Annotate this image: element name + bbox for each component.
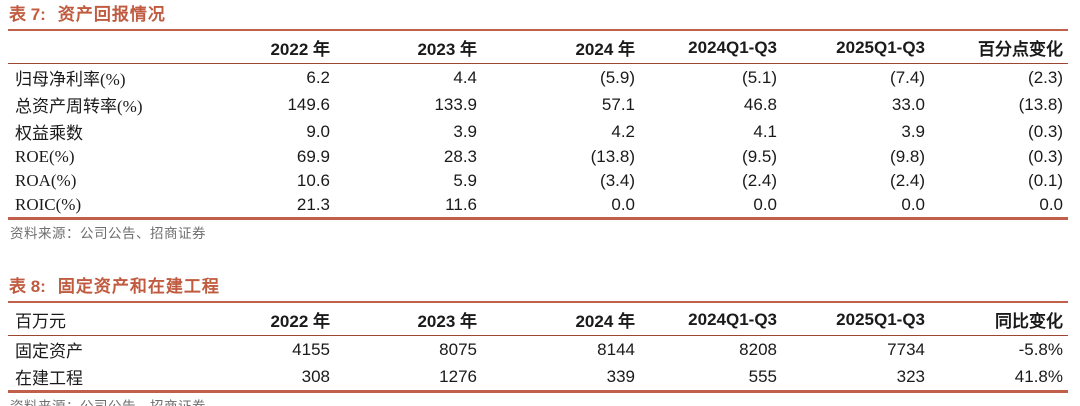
cell-value: 5.9 [453, 171, 477, 190]
cell-value: 46.8 [743, 94, 777, 114]
cell-value: 4.1 [753, 121, 777, 141]
column-header: 2023 年 [335, 30, 482, 64]
table-row: 权益乘数 9.0 3.9 4.2 4.1 3.9 (0.3) [8, 118, 1068, 145]
cell-value: 0.0 [611, 195, 635, 214]
cell-value: 0.0 [1039, 195, 1063, 214]
column-header: 2022 年 [223, 302, 335, 336]
cell-value: 308 [301, 366, 330, 386]
table7-title-text: 资产回报情况 [57, 5, 166, 24]
column-header: 2022 年 [223, 30, 335, 64]
table7-section: 表 7: 资产回报情况 2022 年 2023 年 2024 年 2024Q1-Q… [8, 3, 1068, 242]
cell-value: -5.8% [1018, 339, 1063, 359]
table7-header-row: 2022 年 2023 年 2024 年 2024Q1-Q3 2025Q1-Q3… [8, 30, 1068, 64]
column-header-unit: 百万元 [8, 302, 223, 336]
table7-asset-return: 2022 年 2023 年 2024 年 2024Q1-Q3 2025Q1-Q3… [8, 29, 1068, 220]
cell-value: 323 [896, 366, 925, 386]
row-label: 权益乘数 [15, 124, 83, 143]
table-row: 总资产周转率(%) 149.6 133.9 57.1 46.8 33.0 (13… [8, 91, 1068, 118]
cell-value: 21.3 [296, 195, 330, 214]
cell-value: (3.4) [600, 171, 635, 190]
table7-source-note: 资料来源：公司公告、招商证券 [10, 226, 206, 241]
cell-value: 149.6 [287, 94, 330, 114]
cell-value: 9.0 [306, 121, 330, 141]
cell-value: (9.8) [890, 147, 925, 166]
cell-value: 133.9 [434, 94, 477, 114]
row-label: ROA(%) [15, 171, 77, 190]
table-row: ROIC(%) 21.3 11.6 0.0 0.0 0.0 0.0 [8, 193, 1068, 219]
column-header: 2025Q1-Q3 [782, 302, 930, 336]
table-row: ROA(%) 10.6 5.9 (3.4) (2.4) (2.4) (0.1) [8, 169, 1068, 193]
cell-value: 10.6 [296, 171, 330, 190]
cell-value: 8075 [439, 339, 477, 359]
column-header: 百分点变化 [930, 30, 1068, 64]
cell-value: 339 [606, 366, 635, 386]
cell-value: (2.3) [1028, 67, 1063, 87]
cell-value: 4155 [292, 339, 330, 359]
cell-value: (13.8) [1018, 94, 1063, 114]
cell-value: 555 [748, 366, 777, 386]
cell-value: 3.9 [901, 121, 925, 141]
table7-title: 表 7: 资产回报情况 [8, 3, 1056, 29]
column-header: 2024 年 [482, 302, 640, 336]
cell-value: 1276 [439, 366, 477, 386]
table8-title: 表 8: 固定资产和在建工程 [8, 275, 1056, 301]
cell-value: (13.8) [590, 147, 635, 166]
cell-value: 8144 [597, 339, 635, 359]
cell-value: 4.2 [611, 121, 635, 141]
cell-value: 69.9 [296, 147, 330, 166]
cell-value: (0.3) [1028, 121, 1063, 141]
row-label: ROE(%) [15, 147, 75, 166]
cell-value: 0.0 [901, 195, 925, 214]
cell-value: 28.3 [443, 147, 477, 166]
cell-value: (0.1) [1028, 171, 1063, 190]
column-header: 2025Q1-Q3 [782, 30, 930, 64]
cell-value: (2.4) [890, 171, 925, 190]
row-label: 固定资产 [15, 342, 83, 361]
table-row: 归母净利率(%) 6.2 4.4 (5.9) (5.1) (7.4) (2.3) [8, 64, 1068, 92]
cell-value: (0.3) [1028, 147, 1063, 166]
cell-value: (2.4) [742, 171, 777, 190]
cell-value: 3.9 [453, 121, 477, 141]
table8-header-row: 百万元 2022 年 2023 年 2024 年 2024Q1-Q3 2025Q… [8, 302, 1068, 336]
cell-value: 11.6 [445, 195, 477, 214]
table-row: 在建工程 308 1276 339 555 323 41.8% [8, 363, 1068, 392]
cell-value: (7.4) [890, 67, 925, 87]
table8-section: 表 8: 固定资产和在建工程 百万元 2022 年 2023 年 2024 年 2… [8, 275, 1068, 406]
cell-value: (5.1) [742, 67, 777, 87]
table8-fixed-assets: 百万元 2022 年 2023 年 2024 年 2024Q1-Q3 2025Q… [8, 301, 1068, 393]
cell-value: 33.0 [891, 94, 925, 114]
cell-value: 4.4 [453, 67, 477, 87]
cell-value: 0.0 [753, 195, 777, 214]
row-label: 归母净利率(%) [15, 70, 126, 89]
row-label: 总资产周转率(%) [15, 97, 143, 116]
column-header: 2024Q1-Q3 [640, 302, 782, 336]
column-header: 2024 年 [482, 30, 640, 64]
row-label: ROIC(%) [15, 195, 82, 214]
cell-value: 8208 [739, 339, 777, 359]
table8-source-note: 资料来源：公司公告、招商证券 [8, 393, 1056, 406]
cell-value: (9.5) [742, 147, 777, 166]
column-header [8, 30, 223, 64]
table8-title-prefix: 表 8: [9, 277, 46, 296]
cell-value: (5.9) [600, 67, 635, 87]
table-row: ROE(%) 69.9 28.3 (13.8) (9.5) (9.8) (0.3… [8, 145, 1068, 169]
row-label: 在建工程 [15, 369, 83, 388]
cell-value: 7734 [887, 339, 925, 359]
column-header: 2023 年 [335, 302, 482, 336]
column-header: 同比变化 [930, 302, 1068, 336]
cell-value: 6.2 [306, 67, 330, 87]
table-row: 固定资产 4155 8075 8144 8208 7734 -5.8% [8, 336, 1068, 364]
cell-value: 41.8% [1014, 366, 1063, 386]
cell-value: 57.1 [601, 94, 635, 114]
column-header: 2024Q1-Q3 [640, 30, 782, 64]
table7-title-prefix: 表 7: [9, 5, 46, 24]
table8-title-text: 固定资产和在建工程 [57, 277, 220, 296]
